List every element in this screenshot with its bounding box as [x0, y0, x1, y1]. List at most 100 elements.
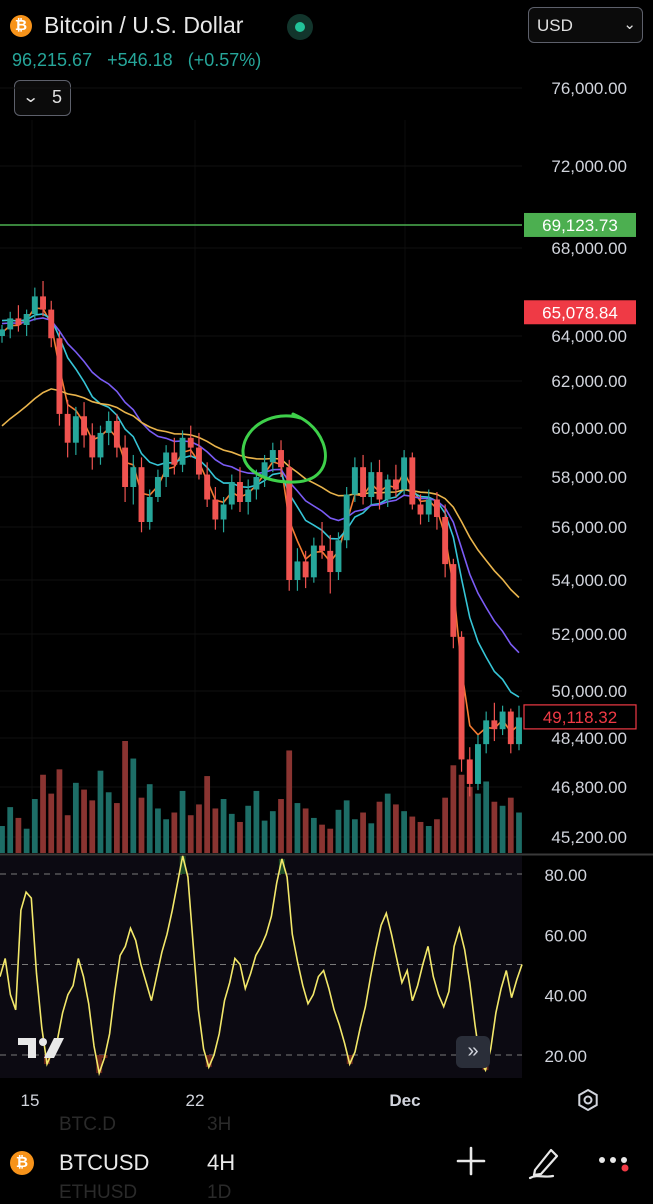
price-tick-label: 50,000.00	[551, 682, 627, 701]
currency-select[interactable]: USD ⌄	[528, 7, 643, 43]
settings-icon[interactable]	[578, 1088, 598, 1112]
candle-body	[146, 497, 153, 522]
volume-bar	[442, 797, 449, 853]
scroll-to-latest-button[interactable]: »	[456, 1036, 490, 1068]
price-summary: 96,215.67 +546.18 (+0.57%)	[12, 50, 261, 71]
candle-body	[499, 711, 506, 730]
volume-bar	[384, 793, 391, 853]
volume-bar	[220, 799, 227, 853]
candle-body	[516, 717, 522, 745]
volume-bar	[163, 819, 169, 853]
rsi-overbought-fill	[278, 858, 285, 874]
candle-body	[368, 472, 375, 497]
candle-body	[483, 720, 490, 745]
candle-body	[466, 759, 473, 784]
plus-icon[interactable]	[454, 1144, 488, 1178]
volume-bar	[302, 808, 309, 853]
candle-body	[0, 329, 5, 336]
candle-body	[31, 296, 38, 314]
red-level-tag	[524, 300, 636, 325]
volume-bar	[368, 823, 375, 853]
candle-body	[360, 467, 367, 497]
price-tick-label: 72,000.00	[551, 157, 627, 176]
volume-bar	[138, 797, 145, 853]
candle-body	[113, 420, 120, 448]
more-menu-icon[interactable]	[596, 1144, 636, 1178]
candle-body	[351, 467, 358, 495]
volume-bar	[417, 821, 424, 853]
volume-bar	[319, 824, 325, 853]
candle-body	[48, 309, 55, 339]
candle-body	[433, 499, 440, 517]
price-levels: 69,123.73 65,078.84 49,118.32	[0, 212, 637, 730]
volume-bar	[245, 805, 252, 853]
symbol-selector[interactable]: BTCUSD	[59, 1150, 150, 1175]
rsi-oversold-fill	[346, 1055, 353, 1065]
indicators-toggle-button[interactable]: ⌄ 5	[14, 80, 71, 116]
price-chart[interactable]: 69,123.73 65,078.84 49,118.32 76,000.00 72,…	[0, 0, 653, 1120]
price-tick-label: 46,800.00	[551, 778, 627, 797]
last-price-tag	[523, 704, 637, 730]
volume-bar	[327, 828, 334, 853]
volume-bar	[97, 770, 104, 853]
price-tick-label: 76,000.00	[551, 79, 627, 98]
rsi-tick-label: 80.00	[544, 866, 587, 885]
candle-body	[269, 450, 276, 463]
volume-bar	[228, 813, 235, 853]
volume-bar	[7, 807, 14, 853]
grid	[0, 87, 522, 850]
candle-body	[261, 462, 268, 477]
volume-bar	[130, 758, 137, 853]
rsi-oversold-fill	[96, 1055, 103, 1074]
candle-body	[491, 720, 498, 730]
candle-body	[310, 545, 317, 578]
drawing-tool-icon[interactable]	[527, 1144, 563, 1180]
last-price: 96,215.67	[12, 50, 93, 70]
volume-bar	[81, 789, 87, 853]
candle-body	[237, 482, 243, 502]
candle-body	[343, 494, 350, 541]
candle-body	[23, 314, 30, 325]
candle-body	[384, 479, 391, 500]
candle-body	[392, 479, 399, 490]
rsi-line	[0, 855, 523, 1077]
candle-body	[228, 482, 235, 505]
candle-body	[97, 432, 104, 458]
volume-bar	[212, 808, 219, 853]
price-tick-label: 58,000.00	[551, 468, 627, 487]
candle-body	[171, 452, 178, 465]
candle-body	[81, 416, 88, 436]
symbol-title[interactable]: Bitcoin / U.S. Dollar	[44, 12, 244, 38]
candle-body	[286, 467, 293, 580]
interval-selector[interactable]: 4H	[207, 1150, 236, 1175]
price-tick-label: 60,000.00	[551, 419, 627, 438]
green-level-label: 69,123.73	[542, 216, 618, 235]
candle-body	[294, 561, 301, 580]
candle-body	[442, 517, 449, 565]
volume-bar	[434, 819, 440, 853]
candle-body	[327, 550, 334, 573]
price-tick-label: 45,200.00	[551, 828, 627, 847]
volume-bar	[425, 826, 432, 853]
candle-body	[204, 474, 211, 500]
volume-bar	[64, 815, 71, 853]
volume-bar	[516, 812, 522, 853]
candle-body	[64, 413, 71, 443]
candle-body	[163, 452, 170, 477]
market-open-status-icon[interactable]	[295, 22, 305, 32]
candle-body	[195, 447, 202, 475]
candle-body	[40, 296, 46, 310]
rsi-tick-label: 60.00	[544, 926, 587, 945]
moving-average-line	[1, 317, 520, 654]
candle-body	[319, 545, 326, 551]
candle-body	[376, 472, 383, 500]
volume-bar	[23, 828, 30, 853]
tradingview-logo-icon[interactable]	[16, 1034, 68, 1060]
volume-bar	[294, 803, 301, 853]
time-tick-label: 22	[186, 1091, 205, 1110]
price-change-percent: (+0.57%)	[187, 50, 262, 70]
candle-body	[56, 338, 63, 414]
candle-body	[458, 636, 465, 760]
volume-bar	[458, 774, 465, 853]
volume-bar	[40, 774, 46, 853]
